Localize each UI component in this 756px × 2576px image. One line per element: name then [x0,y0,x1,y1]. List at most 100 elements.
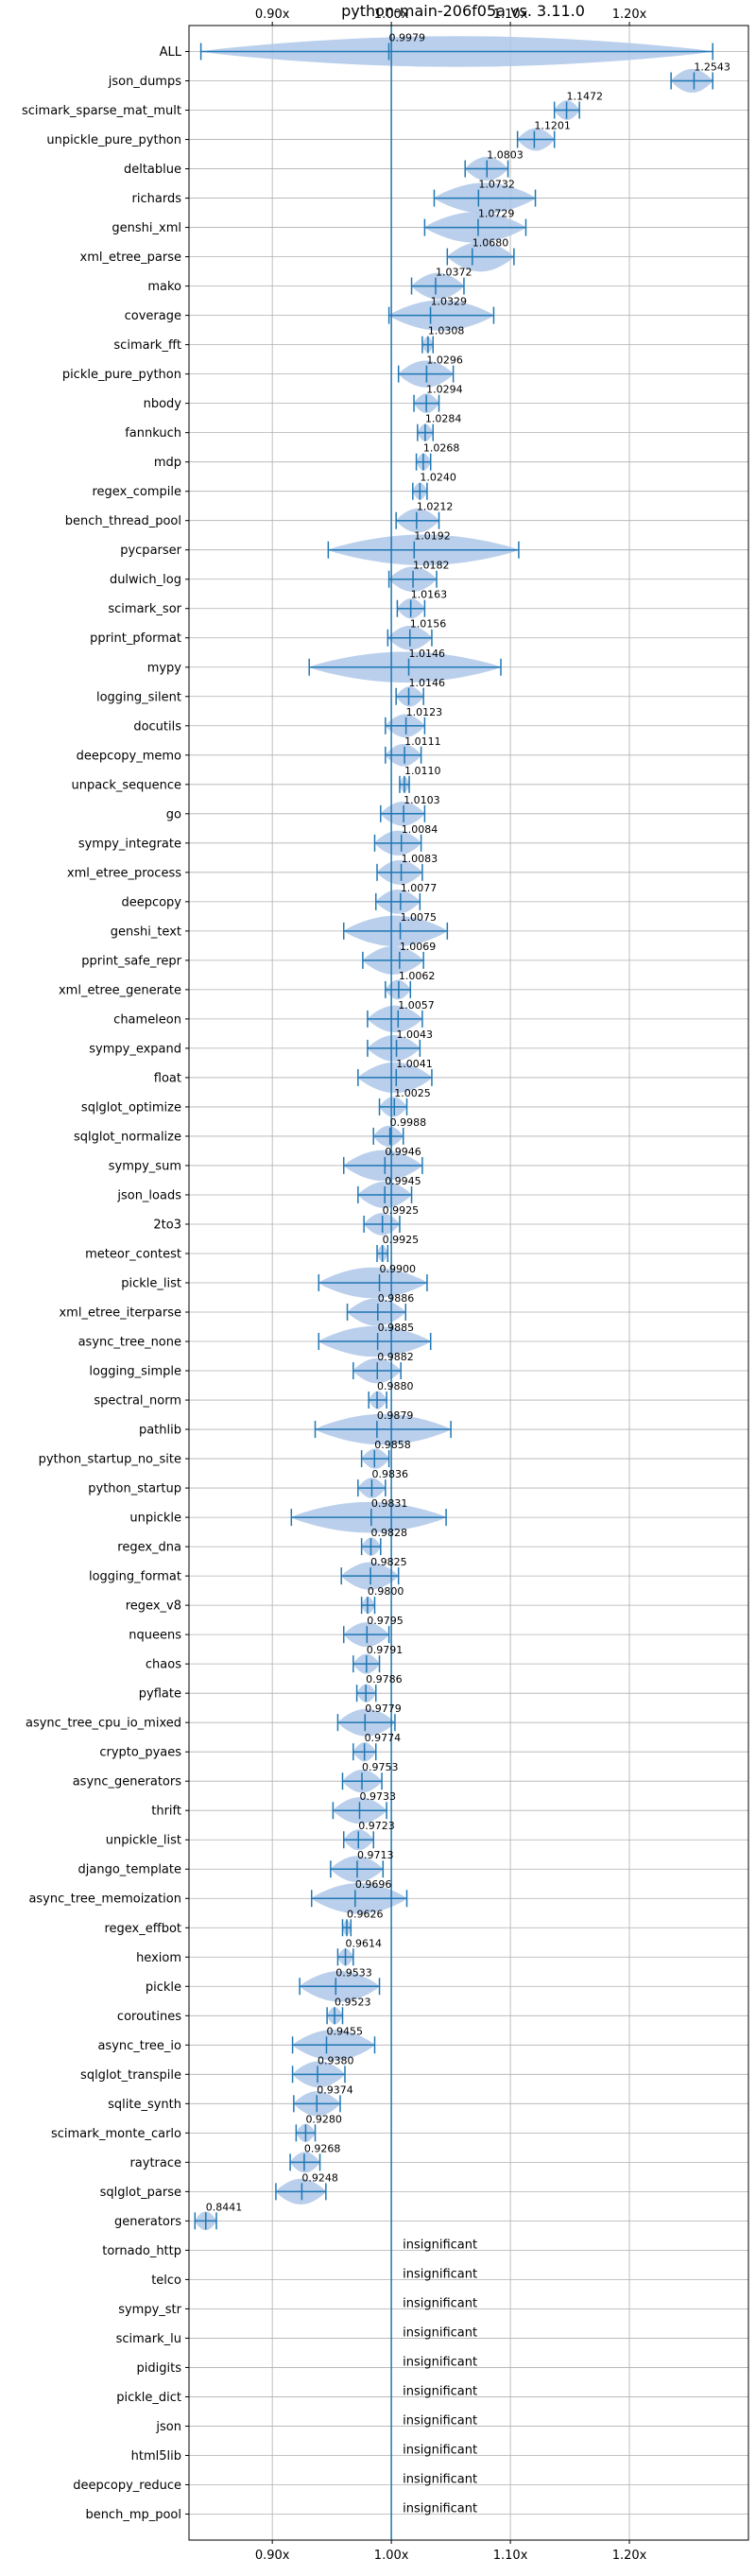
value-label: 0.9800 [368,1585,404,1598]
value-label: 0.9753 [362,1761,399,1773]
insignificant-label: insignificant [403,2443,477,2457]
benchmark-label: unpickle_pure_python [46,133,181,147]
benchmark-label: scimark_sparse_mat_mult [22,104,181,118]
benchmark-label: coverage [125,309,181,323]
value-label: 0.9858 [374,1439,411,1451]
value-label: 1.0296 [426,354,463,367]
value-label: 1.0294 [426,384,463,396]
benchmark-label: deltablue [124,163,181,177]
benchmark-label: float [154,1071,181,1085]
value-label: 1.0240 [420,472,456,484]
benchmark-label: async_tree_cpu_io_mixed [26,1717,181,1731]
value-label: 1.0043 [397,1029,434,1041]
value-label: 1.0103 [404,794,440,806]
benchmark-label: sqlglot_transpile [80,2068,181,2083]
value-label: 0.9791 [367,1644,404,1656]
value-label: 1.0123 [406,706,443,718]
benchmark-label: unpickle_list [106,1834,181,1848]
x-tick-label-bottom: 1.20x [612,2549,647,2563]
value-label: 1.0192 [414,530,451,543]
value-label: 1.0284 [425,413,462,425]
value-label: 1.1472 [567,91,604,103]
value-label: 1.0729 [478,208,515,220]
benchmark-label: xml_etree_iterparse [59,1306,181,1321]
value-label: 0.9733 [359,1790,396,1803]
benchmark-label: pickle [146,1980,181,1995]
benchmark-label: django_template [78,1863,181,1877]
value-label: 0.9946 [385,1146,421,1158]
value-label: 0.9723 [358,1820,395,1832]
x-tick-label-bottom: 0.90x [255,2549,290,2563]
insignificant-label: insignificant [403,2472,477,2486]
insignificant-label: insignificant [403,2384,477,2398]
value-label: 0.9945 [385,1175,421,1187]
value-label: 0.9713 [357,1849,394,1861]
value-label: 1.1201 [534,120,571,132]
benchmark-label: sympy_sum [109,1159,181,1173]
value-label: 1.0329 [431,296,468,308]
benchmark-label: hexiom [136,1951,181,1965]
chart-title: python-main-206f05a vs. 3.11.0 [341,2,585,20]
value-label: 0.9900 [380,1263,417,1275]
value-label: 1.0075 [401,911,438,924]
value-label: 1.0057 [398,999,435,1011]
value-label: 0.9885 [378,1322,415,1334]
benchmark-label: sympy_integrate [78,837,181,851]
benchmark-label: fannkuch [125,426,181,441]
axis-layer: 0.90x 0.90x 1.00x 1.00x 1.10x 1.10x 1.20x 1.20x… [22,8,647,2563]
benchmark-label: async_generators [73,1775,182,1789]
benchmark-label: 2to3 [153,1218,181,1232]
label-layer: 0.9979 1.2543 1.1472 1.1201 1.0803 1.0732 1.07… [206,32,730,2516]
benchmark-label: crypto_pyaes [99,1746,181,1760]
value-label: 1.0308 [428,325,465,337]
benchmark-label: bench_thread_pool [65,514,181,528]
value-label: 0.9523 [335,1996,371,2008]
value-label: 0.9374 [317,2083,353,2096]
value-label: 1.0156 [410,618,447,631]
benchmark-label: regex_compile [92,485,181,499]
benchmark-label: regex_effbot [104,1922,181,1936]
value-label: 0.9825 [370,1556,407,1568]
x-tick-label-top: 0.90x [255,8,290,22]
value-label: 1.0041 [396,1058,433,1070]
benchmark-label: spectral_norm [94,1394,181,1409]
value-label: 0.9879 [377,1409,414,1422]
benchmark-label: logging_format [89,1570,181,1584]
benchmark-label: xml_etree_generate [59,983,181,997]
x-tick-label-bottom: 1.10x [493,2549,528,2563]
value-label: 0.9925 [383,1204,420,1217]
value-label: 0.9886 [378,1292,415,1305]
value-label: 0.9836 [371,1468,408,1480]
benchmark-label: chameleon [113,1012,181,1027]
value-label: 0.9248 [301,2171,338,2184]
benchmark-label: async_tree_none [78,1336,181,1350]
benchmark-label: pidigits [137,2361,182,2376]
benchmark-label: pathlib [139,1424,181,1438]
benchmark-label: python_startup [88,1482,181,1496]
value-label: 0.9455 [326,2025,363,2037]
benchmark-label: async_tree_memoization [28,1893,181,1907]
value-label: 1.0268 [423,442,460,455]
benchmark-label: generators [114,2215,181,2229]
benchmark-label: json_loads [116,1188,181,1202]
benchmark-label: thrift [151,1805,181,1819]
benchmark-label: xml_etree_parse [80,251,181,265]
benchmark-label: scimark_sor [108,602,181,616]
benchmark-label: regex_dna [117,1541,181,1555]
benchmark-label: genshi_xml [112,221,181,235]
value-label: 0.9626 [347,1908,384,1920]
benchmark-label: mypy [147,661,182,675]
value-label: 1.0803 [487,149,524,162]
grid-layer [189,26,748,2540]
value-label: 0.8441 [206,2201,243,2213]
value-label: 1.0146 [409,677,446,689]
benchmark-label: unpack_sequence [71,778,181,792]
benchmark-label: genshi_text [111,925,181,939]
value-label: 1.0062 [399,970,436,982]
insignificant-label: insignificant [403,2413,477,2428]
value-label: 1.0110 [404,765,441,777]
benchmark-label: sqlglot_optimize [81,1100,181,1115]
x-tick-label-top: 1.20x [612,8,647,22]
insignificant-label: insignificant [403,2355,477,2369]
